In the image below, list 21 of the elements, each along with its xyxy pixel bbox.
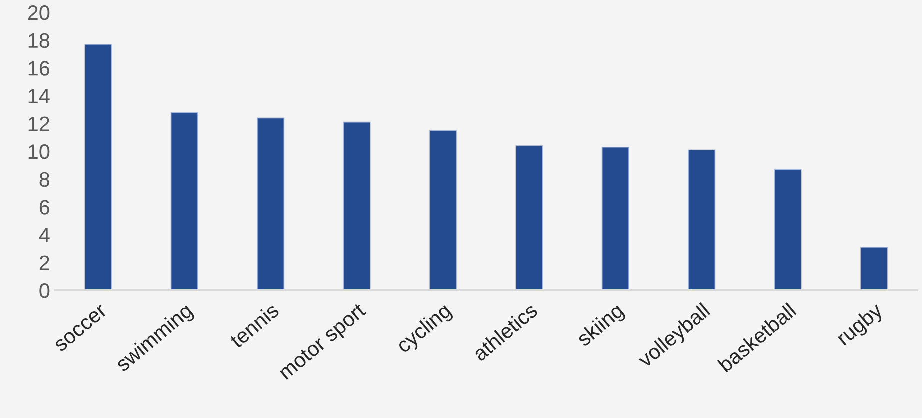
y-tick-label: 18 xyxy=(28,33,50,48)
bar xyxy=(429,130,458,291)
y-tick-label: 12 xyxy=(28,116,50,132)
bar xyxy=(170,112,198,291)
bar xyxy=(688,150,716,291)
y-tick-label: 6 xyxy=(40,200,50,215)
y-tick-label: 10 xyxy=(28,144,50,160)
bar xyxy=(257,118,285,291)
y-tick-label: 20 xyxy=(28,6,50,20)
bar xyxy=(516,146,544,291)
y-tick-label: 2 xyxy=(40,256,50,270)
y-tick-label: 0 xyxy=(40,284,50,298)
bar xyxy=(774,169,802,291)
bar xyxy=(84,44,112,291)
bar xyxy=(343,122,371,291)
y-tick-label: 4 xyxy=(39,228,50,242)
y-tick-label: 8 xyxy=(40,172,50,188)
bar xyxy=(860,247,888,291)
y-tick-label: 16 xyxy=(28,61,50,76)
y-tick-label: 14 xyxy=(28,89,50,104)
bar xyxy=(602,146,630,291)
